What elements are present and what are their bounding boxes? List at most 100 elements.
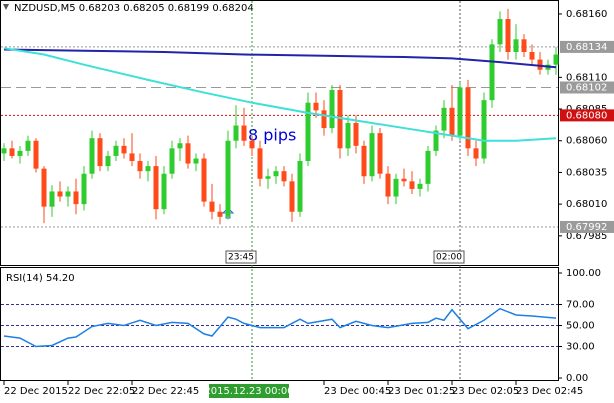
level-label: 0.68102 (566, 82, 607, 93)
candle-body (241, 125, 247, 141)
candle-body (465, 87, 471, 149)
y-tick-label: 0.68160 (566, 9, 607, 20)
level-label: 0.68134 (566, 42, 607, 53)
candle-body (65, 191, 71, 197)
rsi-label: RSI(14) 54.20 (6, 273, 75, 284)
candle-body (257, 148, 263, 179)
candle-body (145, 166, 151, 172)
candle-body (177, 143, 183, 149)
candle-body (89, 138, 95, 174)
candle-body (417, 183, 423, 189)
y-tick-label: 0.68010 (566, 199, 607, 210)
candle-body (1, 148, 7, 154)
cursor-box: 2015.12.23 00:00 (204, 384, 294, 398)
candle-body (441, 107, 447, 131)
candle-body (305, 102, 311, 162)
candle-body (161, 173, 167, 210)
candle-body (321, 110, 327, 129)
rsi-tick-label: 0.00 (566, 373, 588, 384)
candle-body (337, 90, 343, 149)
level-label: 0.68080 (566, 110, 607, 121)
cursor-box-bg (209, 384, 289, 398)
candle-body (505, 19, 511, 52)
candle-body (361, 145, 367, 177)
y-tick-label: 0.68060 (566, 136, 607, 147)
candle-body (345, 122, 351, 149)
time-marker-label: 02:00 (436, 253, 462, 263)
candle-body (473, 148, 479, 159)
candle-body (185, 143, 191, 164)
candle-body (433, 130, 439, 151)
candle-body (153, 166, 159, 210)
candle-body (273, 171, 279, 177)
candle-body (521, 39, 527, 52)
candle-body (481, 100, 487, 159)
candle-body (201, 158, 207, 202)
rsi-tick-label: 50.00 (566, 321, 595, 332)
candle-body (121, 145, 127, 154)
candle-body (233, 125, 239, 141)
rsi-tick-label: 30.00 (566, 342, 595, 353)
candle-body (489, 44, 495, 101)
candle-body (57, 191, 63, 197)
candle-body (97, 138, 103, 167)
candle-body (137, 161, 143, 172)
cursor-label: 2015.12.23 00:00 (204, 386, 293, 397)
candle-body (25, 140, 31, 151)
candle-body (129, 153, 135, 162)
candle-body (41, 168, 47, 207)
rsi-tick-label: 100.00 (566, 268, 601, 279)
candle-body (81, 173, 87, 205)
candle-body (409, 181, 415, 189)
x-tick-label: 22 Dec 22:05 (68, 386, 135, 397)
level-box (560, 109, 614, 122)
candle-body (529, 51, 535, 60)
candle-body (393, 178, 399, 197)
candle-body (425, 150, 431, 184)
candle-body (281, 171, 287, 182)
chart-title: NZDUSD,M5 0.68203 0.68205 0.68199 0.6820… (14, 3, 254, 14)
candle-body (249, 140, 255, 149)
rsi-panel (0, 267, 559, 381)
x-tick-label: 22 Dec 22:45 (132, 386, 199, 397)
candle-body (377, 133, 383, 174)
candle-body (9, 148, 15, 156)
candle-body (497, 19, 503, 45)
moving-average (3, 48, 557, 69)
candle-body (329, 90, 335, 129)
rsi-line (3, 307, 557, 348)
y-tick-label: 0.67985 (566, 231, 607, 242)
candle-body (265, 176, 271, 179)
time-marker-label: 23:45 (228, 253, 254, 263)
level-box (560, 40, 614, 53)
candle-body (297, 161, 303, 212)
rsi-tick-label: 70.00 (566, 300, 595, 311)
candle-body (209, 201, 215, 212)
candle-body (33, 140, 39, 169)
x-tick-label: 23 Dec 02:45 (516, 386, 583, 397)
x-tick-label: 23 Dec 00:45 (324, 386, 391, 397)
candle-body (73, 191, 79, 205)
candle-body (193, 158, 199, 164)
moving-average (3, 47, 557, 142)
candle-body (113, 145, 119, 156)
x-tick-label: 23 Dec 01:25 (388, 386, 455, 397)
time-marker-box (225, 250, 257, 264)
level-label: 0.67992 (566, 222, 607, 233)
candle-body (457, 87, 463, 136)
candle-body (105, 155, 111, 167)
level-box (560, 81, 614, 94)
candle-body (353, 122, 359, 146)
candle-body (553, 54, 559, 65)
y-tick-label: 0.68110 (566, 72, 607, 83)
candle-body (169, 148, 175, 174)
candle-body (449, 107, 455, 136)
collapse-icon (3, 4, 9, 10)
candle-body (401, 178, 407, 182)
candle-body (289, 181, 295, 212)
annotation: 8 pips (248, 126, 296, 145)
x-tick-label: 23 Dec 02:05 (452, 386, 519, 397)
level-box (560, 220, 614, 233)
x-tick-label: 22 Dec 2015 (4, 386, 68, 397)
y-tick-label: 0.68035 (566, 167, 607, 178)
